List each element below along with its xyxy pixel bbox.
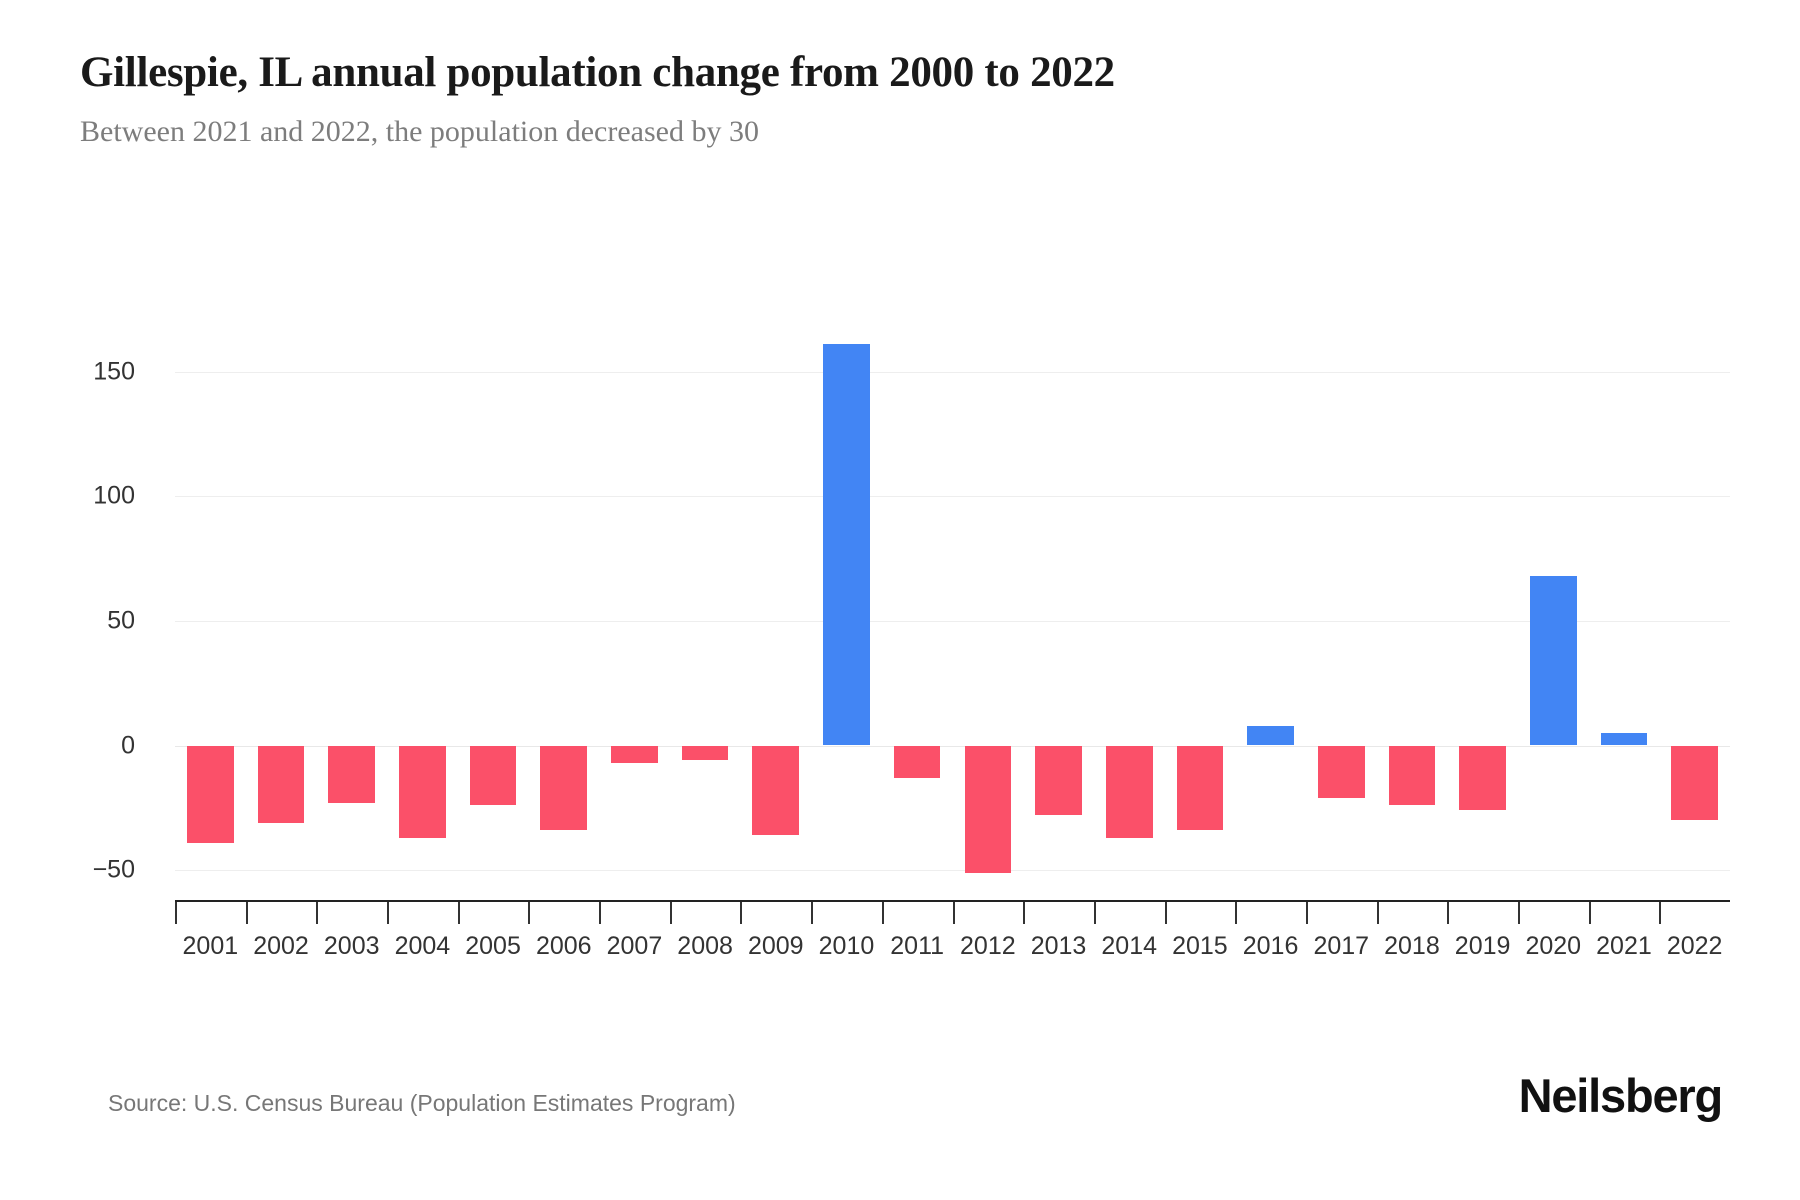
bar[interactable]: [823, 344, 870, 746]
gridline: [175, 496, 1730, 498]
x-axis-line: [175, 900, 1730, 902]
x-axis-tick-label: 2015: [1172, 932, 1228, 960]
y-axis-tick-label: 100: [93, 481, 135, 510]
x-axis-tick-label: 2001: [182, 932, 239, 960]
bar[interactable]: [1459, 745, 1506, 811]
y-axis-tick-label: 50: [107, 606, 135, 635]
page-title: Gillespie, IL annual population change f…: [80, 49, 1115, 96]
gridline: [175, 620, 1730, 622]
x-axis-tick-label: 2002: [253, 932, 309, 960]
bar[interactable]: [1035, 745, 1082, 816]
x-axis-tick-label: 2017: [1313, 932, 1370, 960]
x-axis-tick-label: 2016: [1242, 932, 1299, 960]
x-axis-tick: [1305, 902, 1308, 924]
bar[interactable]: [893, 745, 941, 778]
x-axis-tick: [669, 902, 672, 924]
bar[interactable]: [611, 745, 658, 763]
bar[interactable]: [328, 745, 376, 803]
bar[interactable]: [1247, 725, 1294, 746]
bar[interactable]: [1529, 576, 1577, 746]
x-axis-tick-label: 2012: [960, 932, 1016, 960]
bar[interactable]: [399, 745, 446, 838]
x-axis-tick: [1447, 902, 1450, 924]
bar[interactable]: [1388, 745, 1436, 806]
bar[interactable]: [1600, 733, 1648, 746]
x-axis-tick: [1235, 902, 1238, 924]
x-axis-tick: [1023, 902, 1026, 924]
x-axis-tick-label: 2008: [677, 932, 733, 960]
x-axis-tick: [387, 902, 390, 924]
x-axis-tick: [740, 902, 743, 924]
x-axis-tick: [1659, 902, 1662, 924]
y-axis-tick-label: 150: [93, 357, 135, 386]
bar[interactable]: [1317, 745, 1365, 798]
bar[interactable]: [1105, 745, 1153, 838]
bar[interactable]: [187, 745, 234, 843]
bar[interactable]: [1176, 745, 1224, 831]
x-axis-tick: [599, 902, 602, 924]
x-axis-tick-label: 2020: [1525, 932, 1582, 960]
y-axis-tick-label: −50: [92, 855, 135, 884]
bar[interactable]: [257, 745, 305, 823]
y-axis-tick-label: 0: [121, 731, 135, 759]
x-axis-tick-label: 2011: [890, 932, 945, 960]
x-axis-tick-label: 2006: [535, 932, 592, 960]
x-axis-tick: [1588, 902, 1591, 924]
gridlines-group: [175, 282, 1730, 900]
x-axis-tick: [811, 902, 814, 924]
x-axis-ticks: [175, 902, 1730, 924]
x-axis-tick-label: 2022: [1666, 932, 1723, 960]
bar[interactable]: [1671, 745, 1718, 821]
x-axis-tick: [457, 902, 460, 924]
x-axis-tick-label: 2003: [323, 932, 380, 960]
x-axis-tick-label: 2018: [1384, 932, 1440, 960]
bar[interactable]: [752, 745, 800, 836]
bar[interactable]: [540, 745, 588, 831]
gridline: [175, 371, 1730, 373]
gridline: [175, 870, 1730, 872]
x-axis-tick-label: 2010: [818, 932, 875, 960]
x-axis-tick: [1093, 902, 1096, 924]
x-axis-tick: [1517, 902, 1520, 924]
chart-header: Gillespie, IL annual population change f…: [80, 48, 1720, 150]
x-axis-tick: [1164, 902, 1167, 924]
source-note: Source: U.S. Census Bureau (Population E…: [108, 1090, 736, 1116]
x-axis-tick-label: 2019: [1454, 932, 1511, 960]
x-axis-tick-label: 2021: [1596, 932, 1652, 960]
x-axis-labels: 2001 2002 2003 2004 2005 2006 2007 2008 2009 2010…: [175, 932, 1730, 972]
x-axis-tick-label: 2007: [606, 932, 663, 960]
bar-series: [175, 282, 1730, 900]
zero-gridline: [175, 745, 1730, 747]
x-axis-tick-label: 2013: [1030, 932, 1087, 960]
x-axis-tick-label: 2005: [465, 932, 521, 960]
x-axis-tick: [952, 902, 955, 924]
chart-subtitle: Between 2021 and 2022, the population de…: [80, 115, 759, 149]
x-axis-tick: [881, 902, 884, 924]
x-axis-tick-label: 2004: [394, 932, 451, 960]
x-axis-tick: [245, 902, 248, 924]
x-axis-tick: [528, 902, 531, 924]
y-axis-labels: 150 100 50 0 −50: [0, 282, 155, 900]
x-axis-tick: [175, 902, 177, 924]
x-axis-tick: [316, 902, 319, 924]
x-axis-tick-label: 2014: [1101, 932, 1158, 960]
brand-logo: Neilsberg: [1518, 1069, 1724, 1122]
bar[interactable]: [681, 745, 729, 761]
bar[interactable]: [469, 745, 517, 806]
x-axis-tick: [1376, 902, 1379, 924]
x-axis-tick-label: 2009: [747, 932, 804, 960]
bar[interactable]: [964, 745, 1012, 873]
